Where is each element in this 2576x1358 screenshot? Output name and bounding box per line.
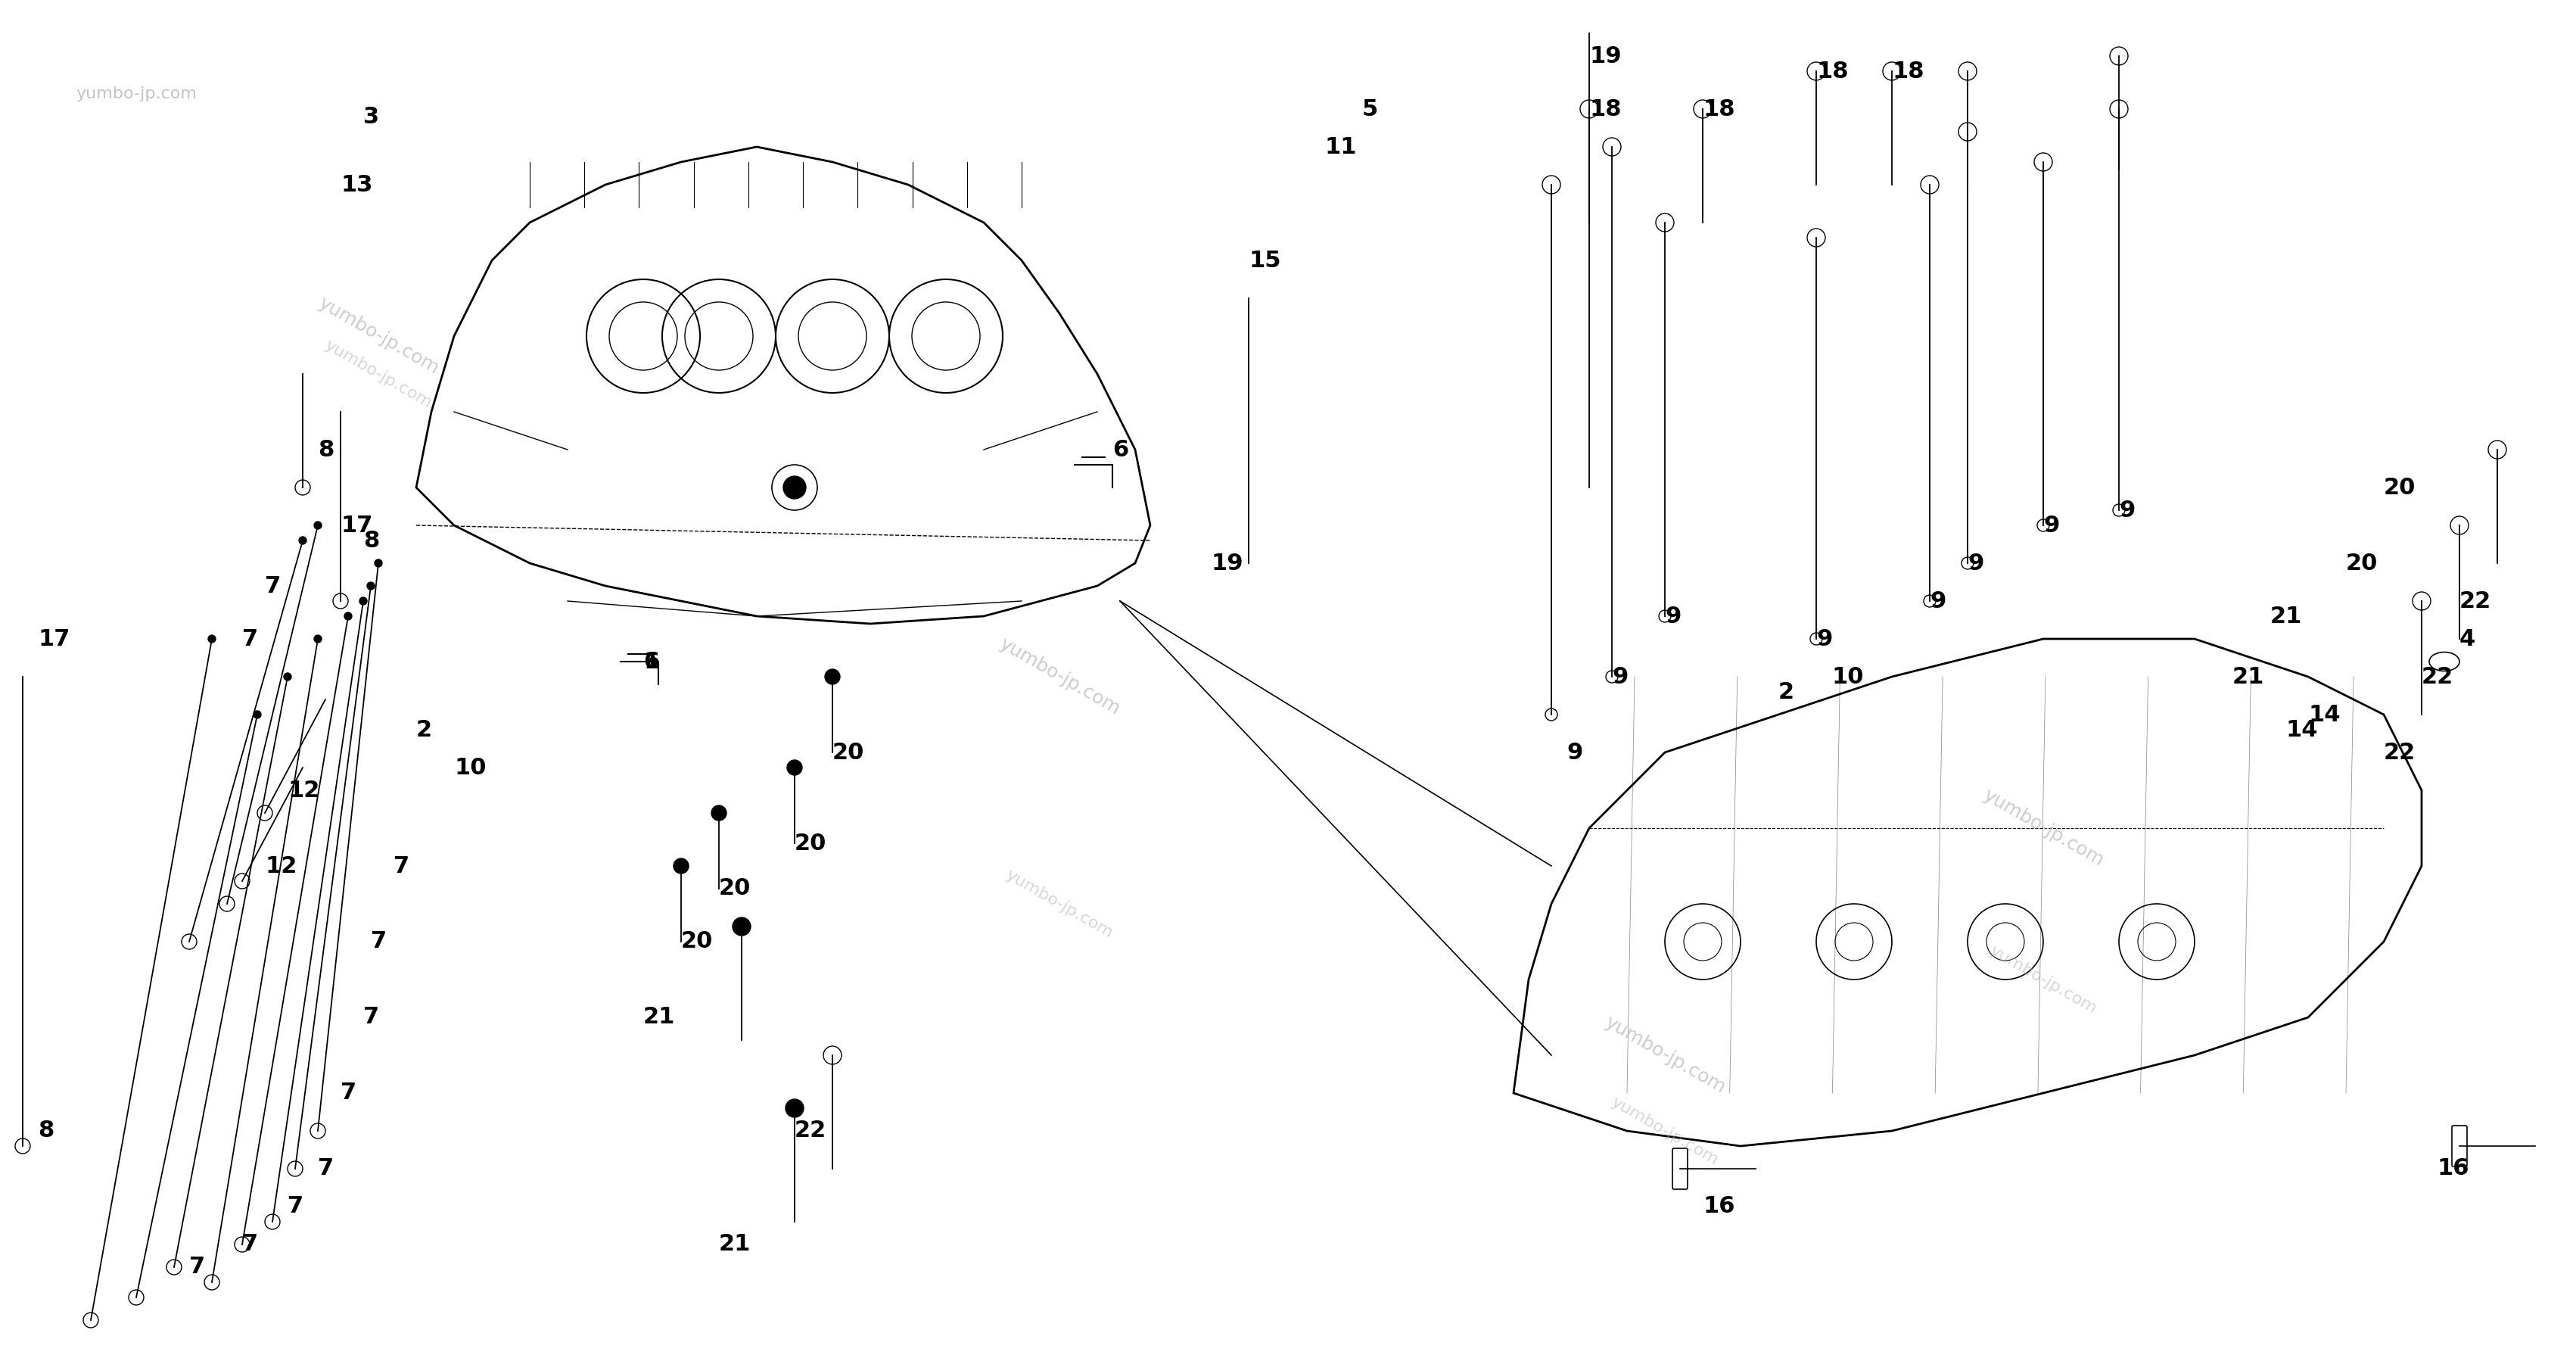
Text: 10: 10: [1832, 665, 1862, 687]
Circle shape: [345, 612, 353, 621]
Text: 8: 8: [317, 439, 335, 460]
Text: 20: 20: [719, 877, 750, 899]
Text: 21: 21: [719, 1233, 750, 1255]
Text: 12: 12: [265, 856, 296, 877]
Text: yumbo-jp.com: yumbo-jp.com: [1600, 1013, 1728, 1097]
Text: 17: 17: [39, 627, 70, 650]
Text: 7: 7: [340, 1082, 355, 1104]
Text: 22: 22: [793, 1120, 827, 1142]
PathPatch shape: [417, 147, 1149, 623]
Text: 9: 9: [1664, 606, 1680, 627]
Text: 12: 12: [289, 779, 319, 801]
Text: yumbo-jp.com: yumbo-jp.com: [1986, 942, 2099, 1016]
Text: 21: 21: [2231, 665, 2264, 687]
Circle shape: [783, 477, 806, 498]
Text: 16: 16: [2437, 1158, 2468, 1180]
Text: 17: 17: [340, 515, 374, 536]
Text: 15: 15: [1249, 250, 1280, 272]
Text: 8: 8: [363, 530, 379, 551]
Text: 21: 21: [644, 1006, 675, 1028]
Text: yumbo-jp.com: yumbo-jp.com: [75, 87, 196, 102]
Text: 9: 9: [2043, 515, 2058, 536]
Circle shape: [299, 536, 307, 545]
Text: 7: 7: [363, 1006, 379, 1028]
Text: yumbo-jp.com: yumbo-jp.com: [1978, 786, 2107, 870]
Text: 13: 13: [340, 174, 374, 196]
Text: 5: 5: [1363, 98, 1378, 120]
Circle shape: [824, 669, 840, 684]
Text: 7: 7: [371, 930, 386, 953]
Text: 20: 20: [2344, 553, 2378, 574]
Circle shape: [374, 559, 381, 568]
Text: 21: 21: [2269, 606, 2303, 627]
Text: 18: 18: [1816, 60, 1847, 81]
Text: 10: 10: [453, 756, 487, 778]
Text: 11: 11: [1324, 136, 1355, 158]
Text: yumbo-jp.com: yumbo-jp.com: [322, 337, 435, 410]
Text: 14: 14: [2308, 703, 2339, 725]
Circle shape: [283, 674, 291, 680]
Text: 22: 22: [2458, 591, 2491, 612]
Text: 22: 22: [2421, 665, 2452, 687]
Circle shape: [361, 598, 366, 604]
Text: 7: 7: [265, 574, 281, 598]
Text: 6: 6: [644, 650, 659, 672]
Text: 9: 9: [1929, 591, 1945, 612]
Text: 18: 18: [1703, 98, 1734, 120]
Circle shape: [209, 636, 216, 642]
Text: 18: 18: [1891, 60, 1924, 81]
Circle shape: [314, 636, 322, 642]
Text: yumbo-jp.com: yumbo-jp.com: [997, 634, 1123, 718]
Text: 7: 7: [317, 1158, 335, 1180]
Text: 19: 19: [1211, 553, 1242, 574]
Circle shape: [314, 521, 322, 530]
Text: 4: 4: [2458, 627, 2476, 650]
Text: 20: 20: [832, 741, 863, 763]
Circle shape: [252, 710, 260, 718]
Text: 22: 22: [2383, 741, 2416, 763]
Text: 1: 1: [644, 650, 659, 672]
Text: 7: 7: [289, 1195, 304, 1218]
Text: 9: 9: [1566, 741, 1582, 763]
PathPatch shape: [1512, 638, 2421, 1146]
Text: 9: 9: [1613, 665, 1628, 687]
Circle shape: [366, 583, 374, 589]
Text: 9: 9: [1816, 627, 1832, 650]
Text: 2: 2: [417, 718, 433, 740]
Text: 20: 20: [680, 930, 714, 953]
Text: 9: 9: [1968, 553, 1984, 574]
Text: 16: 16: [1703, 1195, 1734, 1218]
Text: 20: 20: [2383, 477, 2416, 498]
Text: 8: 8: [39, 1120, 54, 1142]
Text: 9: 9: [2117, 500, 2136, 521]
Text: 7: 7: [394, 856, 410, 877]
Circle shape: [786, 1099, 804, 1118]
Text: 7: 7: [188, 1256, 206, 1278]
Text: 7: 7: [242, 1233, 258, 1255]
Circle shape: [732, 918, 750, 936]
Circle shape: [786, 760, 801, 775]
Text: 7: 7: [242, 627, 258, 650]
Text: 14: 14: [2285, 718, 2316, 740]
Circle shape: [672, 858, 688, 873]
Text: 2: 2: [1777, 680, 1793, 703]
Text: 18: 18: [1589, 98, 1620, 120]
Text: 6: 6: [1113, 439, 1128, 460]
Text: yumbo-jp.com: yumbo-jp.com: [1002, 866, 1115, 941]
Text: yumbo-jp.com: yumbo-jp.com: [1607, 1095, 1721, 1168]
Text: 20: 20: [793, 832, 827, 854]
Text: 19: 19: [1589, 45, 1620, 67]
Circle shape: [711, 805, 726, 820]
Text: 3: 3: [363, 106, 379, 128]
Text: yumbo-jp.com: yumbo-jp.com: [314, 295, 440, 378]
